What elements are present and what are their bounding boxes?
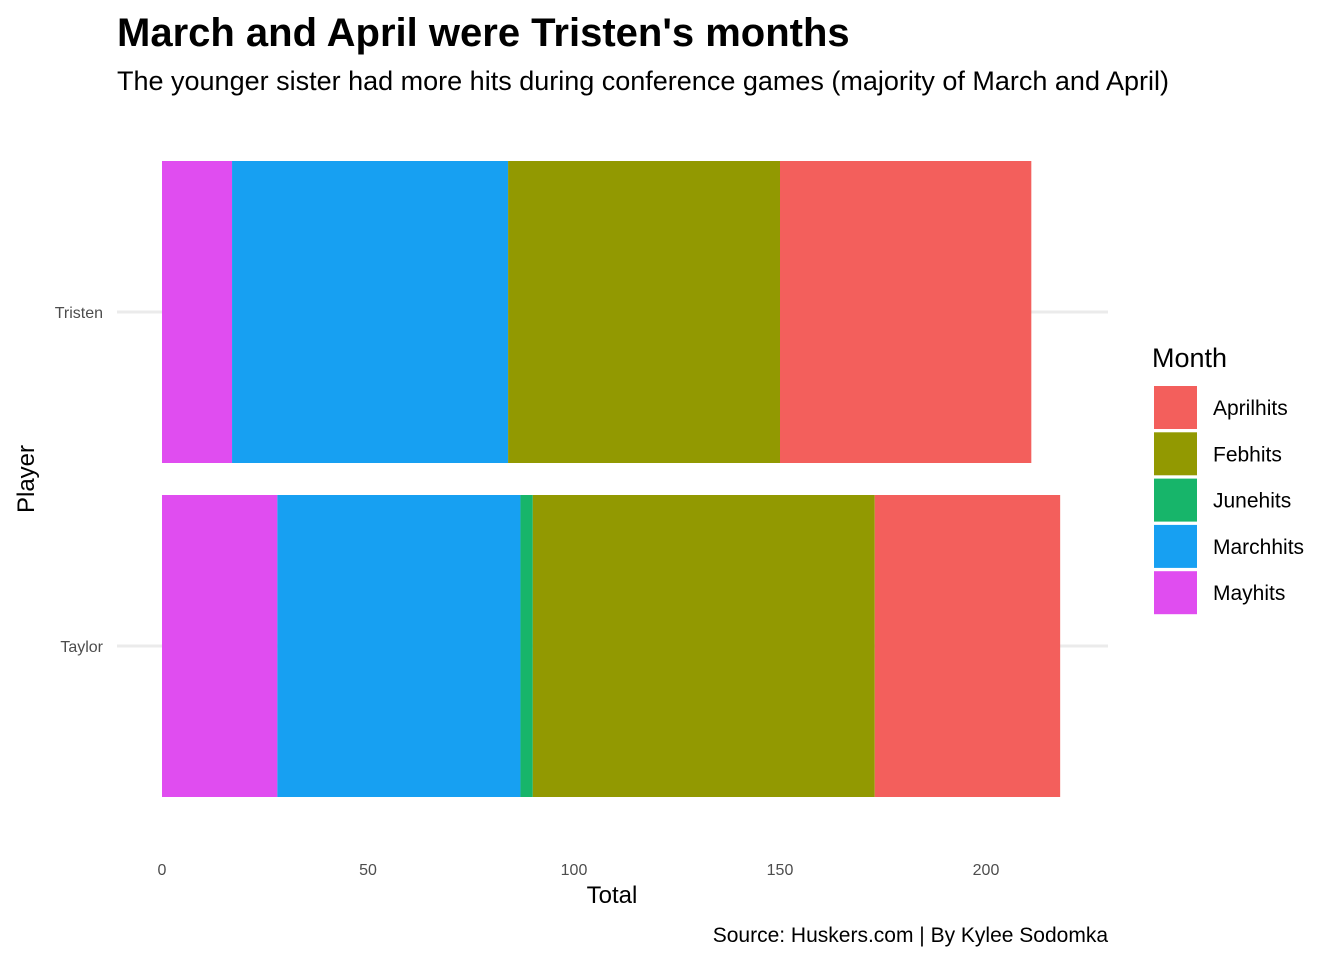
y-tick-labels: Tristen Taylor: [55, 305, 104, 656]
x-tick-label: 100: [561, 862, 588, 879]
legend-key-febhits: [1154, 432, 1197, 476]
chart-title: March and April were Tristen's months: [117, 11, 850, 55]
chart-caption: Source: Huskers.com | By Kylee Sodomka: [713, 924, 1109, 947]
legend: Month Aprilhits Febhits Junehits Marchhits M…: [1152, 343, 1304, 615]
x-tick-label: 50: [359, 862, 377, 879]
legend-label: Mayhits: [1213, 582, 1285, 605]
bar-tristen-febhits: [508, 161, 780, 463]
legend-label: Marchhits: [1213, 536, 1304, 559]
bars: [162, 161, 1061, 797]
bar-taylor-mayhits: [162, 495, 278, 797]
bar-taylor-junehits: [520, 495, 533, 797]
chart-subtitle: The younger sister had more hits during …: [117, 66, 1169, 96]
bar-tristen-marchhits: [232, 161, 509, 463]
legend-key-marchhits: [1154, 524, 1197, 568]
y-axis-title: Player: [13, 445, 40, 513]
y-tick-label: Taylor: [60, 639, 103, 656]
x-tick-label: 0: [158, 862, 167, 879]
legend-key-junehits: [1154, 478, 1197, 522]
legend-key-mayhits: [1154, 571, 1197, 615]
x-tick-label: 200: [973, 862, 1000, 879]
bar-taylor-febhits: [532, 495, 875, 797]
y-tick-label: Tristen: [55, 305, 103, 322]
x-tick-label: 150: [767, 862, 794, 879]
bar-tristen-aprilhits: [780, 161, 1032, 463]
bar-taylor-aprilhits: [874, 495, 1061, 797]
legend-title: Month: [1152, 343, 1227, 373]
x-axis-title: Total: [587, 882, 638, 909]
legend-label: Junehits: [1213, 490, 1291, 513]
bar-tristen-mayhits: [162, 161, 233, 463]
x-tick-labels: 0 50 100 150 200: [158, 862, 1000, 879]
legend-label: Aprilhits: [1213, 397, 1288, 420]
legend-key-aprilhits: [1154, 386, 1197, 429]
bar-taylor-marchhits: [277, 495, 521, 797]
legend-label: Febhits: [1213, 443, 1282, 466]
